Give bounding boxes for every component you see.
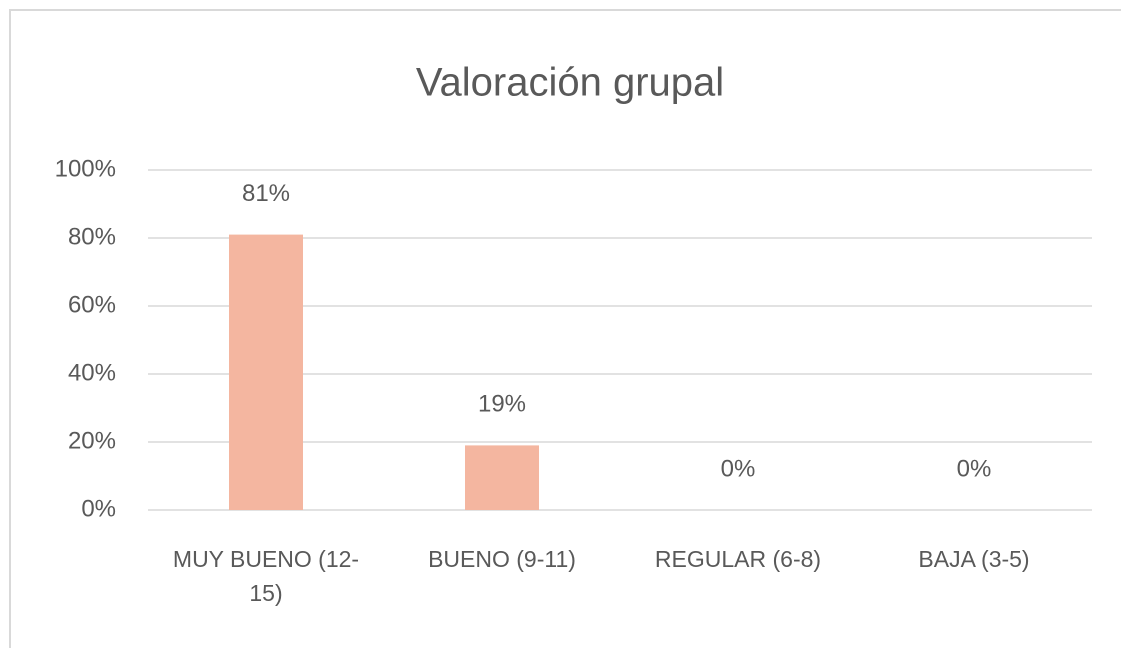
x-tick-label: REGULAR (6-8) xyxy=(654,546,822,572)
y-tick-label: 60% xyxy=(68,291,116,318)
data-label: 19% xyxy=(478,391,526,418)
data-label: 81% xyxy=(242,180,290,207)
y-tick-label: 40% xyxy=(68,359,116,386)
chart-title: Valoración grupal xyxy=(416,61,724,105)
data-label: 0% xyxy=(721,455,756,482)
x-tick-label: BUENO (9-11) xyxy=(428,546,576,572)
y-tick-label: 100% xyxy=(55,155,116,182)
x-tick-label: BAJA (3-5) xyxy=(918,546,1030,572)
chart-frame xyxy=(9,9,1121,648)
x-tick-label: MUY BUENO (12-15) xyxy=(172,546,360,606)
y-tick-label: 20% xyxy=(68,427,116,454)
bar xyxy=(465,445,539,510)
y-tick-label: 0% xyxy=(81,495,116,522)
bar xyxy=(229,234,303,510)
y-tick-label: 80% xyxy=(68,223,116,250)
data-label: 0% xyxy=(957,455,992,482)
